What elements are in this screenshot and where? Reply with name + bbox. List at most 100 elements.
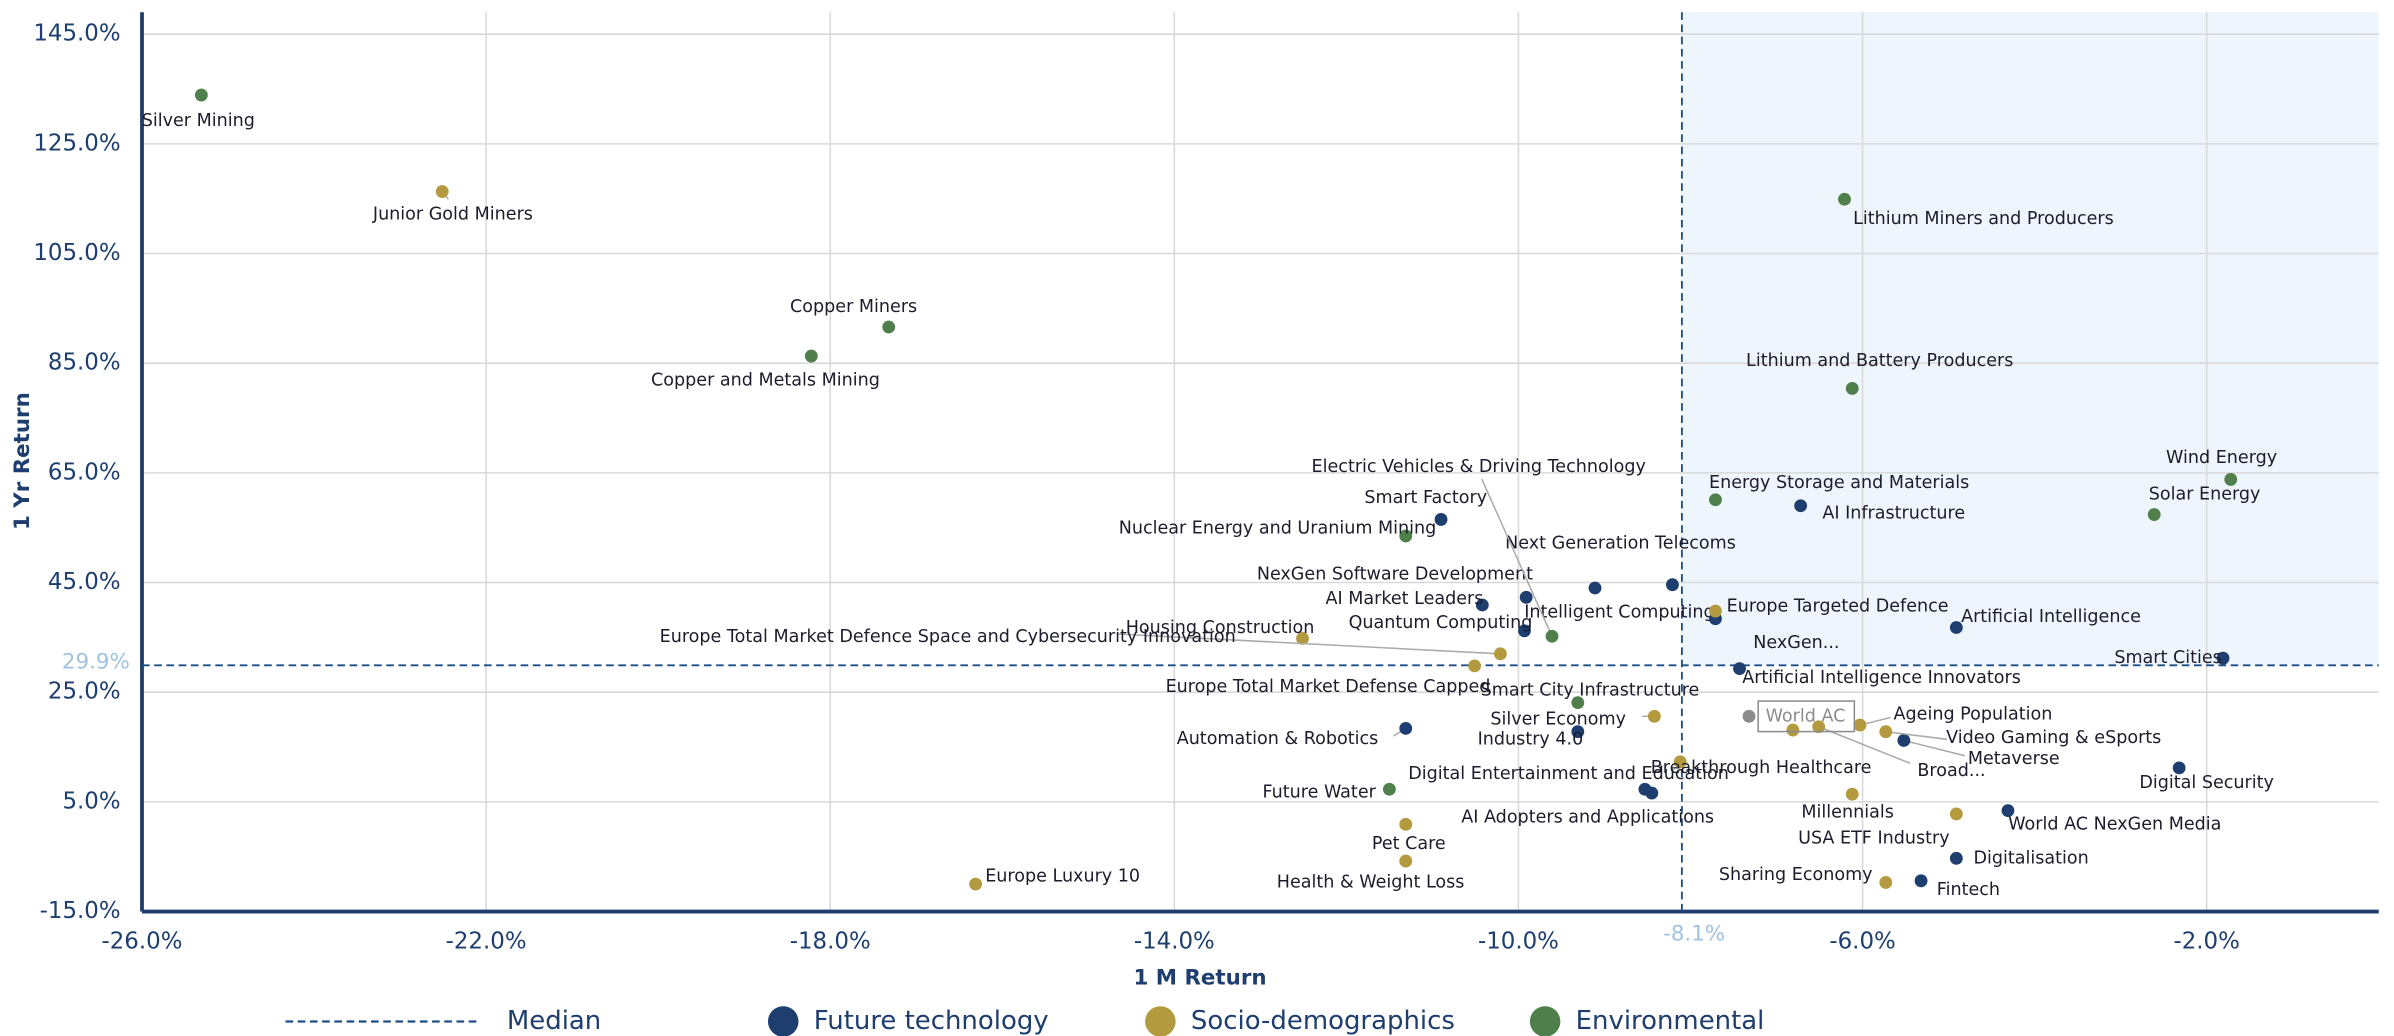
point-label: NexGen Software Development xyxy=(1257,564,1533,584)
y-tick-label: 105.0% xyxy=(33,240,120,266)
point xyxy=(1845,787,1859,801)
point-label: Europe Targeted Defence xyxy=(1727,596,1949,616)
point-label: Copper Miners xyxy=(790,297,917,317)
point xyxy=(194,88,208,102)
point xyxy=(1382,782,1396,796)
point-label: Artificial Intelligence Innovators xyxy=(1742,668,2021,688)
point xyxy=(1786,723,1800,737)
point-label: Europe Total Market Defence Space and Cy… xyxy=(660,627,1236,647)
benchmark-point xyxy=(1742,709,1756,723)
point-label: NexGen... xyxy=(1753,633,1839,653)
legend-marker xyxy=(1529,1006,1561,1036)
legend-label: Socio-demographics xyxy=(1191,1006,1455,1036)
median-x-label: -8.1% xyxy=(1663,921,1725,946)
point-label: Silver Mining xyxy=(142,111,255,131)
leader-line xyxy=(1117,633,1501,655)
point-label: Intelligent Computing xyxy=(1524,602,1714,622)
point-label: Wind Energy xyxy=(2166,448,2277,468)
point xyxy=(1399,817,1413,831)
point-label: Fintech xyxy=(1937,880,2000,900)
point xyxy=(1666,578,1679,592)
point xyxy=(1399,529,1413,543)
point-label: Europe Total Market Defense Capped xyxy=(1166,677,1491,697)
point xyxy=(882,320,896,334)
point xyxy=(2172,761,2186,775)
point-label: Europe Luxury 10 xyxy=(985,866,1140,886)
median-y-label: 29.9% xyxy=(62,649,130,674)
point-label: Health & Weight Loss xyxy=(1277,872,1465,892)
point-label: AI Adopters and Applications xyxy=(1461,808,1714,828)
x-tick-label: -18.0% xyxy=(790,929,871,955)
point xyxy=(2224,473,2238,486)
point-label: USA ETF Industry xyxy=(1798,828,1950,848)
point xyxy=(1673,755,1687,769)
leader-line xyxy=(1818,726,1911,765)
point xyxy=(804,349,818,363)
benchmark-box xyxy=(1757,700,1856,733)
point-label: Millennials xyxy=(1801,803,1893,823)
point-label: Silver Economy xyxy=(1490,709,1626,729)
point xyxy=(1399,854,1413,868)
point-label: Smart Factory xyxy=(1364,488,1487,508)
y-axis-label: 1 Yr Return xyxy=(10,392,35,530)
legend-marker xyxy=(767,1006,799,1036)
benchmark-label: World AC xyxy=(1766,706,1846,726)
point xyxy=(1709,604,1722,618)
point xyxy=(1853,718,1867,732)
point xyxy=(2001,804,2015,818)
point-label: Industry 4.0 xyxy=(1478,729,1584,749)
point xyxy=(1493,647,1507,661)
point xyxy=(1949,851,1963,865)
legend-label: Future technology xyxy=(814,1006,1049,1036)
point xyxy=(1949,807,1963,821)
point xyxy=(1812,720,1826,734)
y-tick-label: 45.0% xyxy=(48,569,121,595)
y-tick-label: 85.0% xyxy=(48,350,121,376)
point-label: Broad... xyxy=(1917,761,1985,781)
point xyxy=(1519,590,1533,604)
point xyxy=(1434,513,1448,526)
point xyxy=(2147,508,2161,521)
point xyxy=(435,185,449,198)
point xyxy=(1897,734,1911,747)
point-label: Automation & Robotics xyxy=(1177,729,1379,749)
point-label: Digitalisation xyxy=(1973,848,2088,868)
point-label: Smart City Infrastructure xyxy=(1481,680,1700,700)
point-label: Next Generation Telecoms xyxy=(1505,533,1736,553)
y-tick-label: 5.0% xyxy=(62,788,120,814)
point-label: Video Gaming & eSports xyxy=(1946,728,2161,748)
x-tick-label: -26.0% xyxy=(101,929,182,955)
point-label: Junior Gold Miners xyxy=(372,204,533,224)
point xyxy=(1709,493,1722,507)
legend-label: Median xyxy=(507,1006,601,1036)
point xyxy=(1794,499,1808,513)
point-label: Nuclear Energy and Uranium Mining xyxy=(1119,518,1437,538)
point xyxy=(1838,192,1851,206)
legend-marker xyxy=(1145,1006,1176,1036)
x-tick-label: -22.0% xyxy=(446,929,527,955)
y-tick-label: 125.0% xyxy=(33,130,120,156)
point xyxy=(1571,725,1585,739)
point xyxy=(1949,621,1963,634)
y-tick-label: -15.0% xyxy=(40,898,121,924)
top-right-quadrant xyxy=(1681,12,2379,666)
leader-line xyxy=(1885,730,1947,741)
point xyxy=(2216,651,2230,665)
point-label: Sharing Economy xyxy=(1719,865,1873,885)
point-label: World AC NexGen Media xyxy=(2008,814,2221,834)
x-axis-label: 1 M Return xyxy=(1134,966,1267,991)
x-tick-label: -2.0% xyxy=(2173,929,2239,955)
point-label: AI Infrastructure xyxy=(1822,503,1965,523)
point-label: Copper and Metals Mining xyxy=(651,370,880,390)
point xyxy=(1914,874,1928,888)
point xyxy=(1879,876,1893,889)
point xyxy=(1545,629,1559,643)
point-label: Ageing Population xyxy=(1894,704,2053,724)
point-label: Digital Security xyxy=(2139,773,2274,793)
point xyxy=(1733,662,1746,676)
point xyxy=(1571,696,1585,710)
point xyxy=(1647,709,1661,723)
x-tick-label: -10.0% xyxy=(1478,929,1559,955)
y-tick-label: 25.0% xyxy=(48,679,121,705)
